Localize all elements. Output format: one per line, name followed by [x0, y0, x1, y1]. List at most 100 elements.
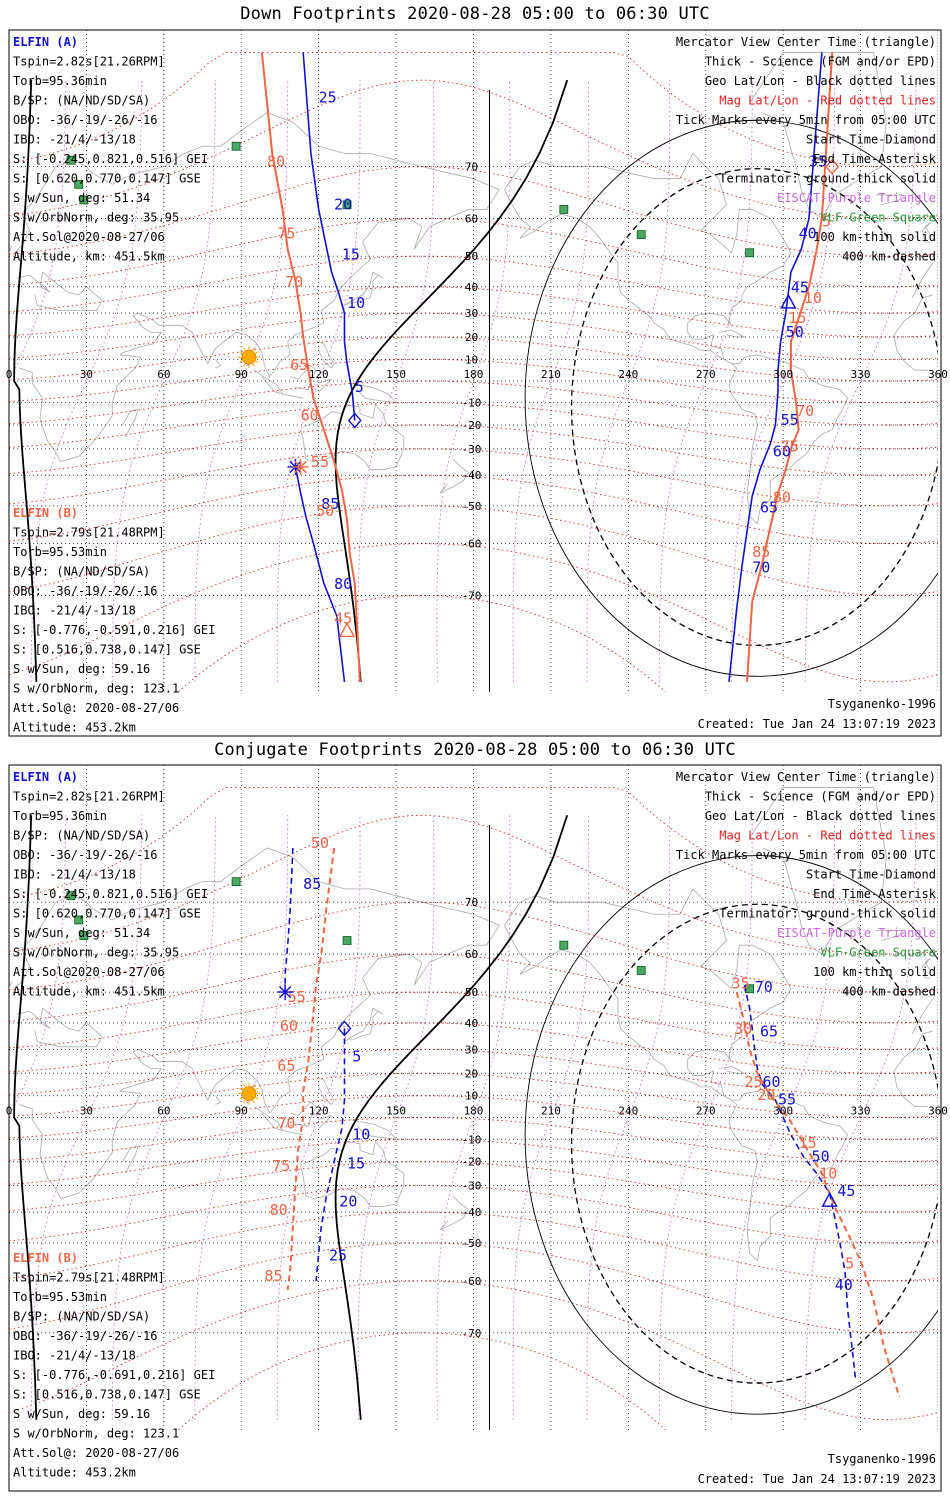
elfin-b-info-line: S: [-0.776,-0.591,0.216] GEI	[13, 623, 215, 637]
elfin-a-info-line: Att.Sol@2020-08-27/06	[13, 965, 165, 979]
elfin-b-time-tick: 5	[822, 213, 831, 231]
elfin-b-info-line: OBO: -36/-19/-26/-16	[13, 584, 158, 598]
elfin-a-time-tick: 70	[752, 558, 770, 576]
sun-ray	[243, 1083, 246, 1088]
elfin-a-time-tick: 35	[809, 153, 827, 171]
y-tick-label: 70	[465, 896, 478, 909]
sun-ray	[254, 1096, 259, 1100]
elfin-a-info-line: S w/Sun, deg: 51.34	[13, 191, 150, 205]
elfin-b-info-line: Att.Sol@: 2020-08-27/06	[13, 701, 179, 715]
elfin-b-info-line: S: [0.516,0.738,0.147] GSE	[13, 1388, 201, 1402]
mag-lon-line	[9, 80, 67, 383]
terminator-line	[13, 815, 38, 1420]
sun-ray	[239, 1096, 244, 1100]
horizon-100km	[524, 855, 938, 1415]
coastline	[893, 1030, 933, 1108]
elfin-b-time-tick: 60	[280, 1017, 298, 1035]
elfin-a-time-tick: 45	[791, 278, 809, 296]
legend-line: EISCAT-Purple Triangle	[777, 926, 936, 940]
map-frame	[8, 764, 942, 1492]
elfin-b-time-tick: 65	[290, 356, 308, 374]
x-tick-label: 270	[696, 1105, 716, 1118]
legend-line: Terminator: ground-thick solid	[719, 172, 936, 186]
y-tick-label: 50	[465, 986, 478, 999]
elfin-b-info-line: Altitude: 453.2km	[13, 721, 136, 735]
elfin-b-time-tick: 70	[277, 1114, 295, 1132]
elfin-a-time-tick: 65	[760, 1023, 778, 1041]
mag-lat-line	[9, 166, 938, 257]
elfin-a-label: ELFIN (A)	[13, 770, 78, 784]
coastline	[9, 981, 12, 989]
y-tick-label: 60	[465, 948, 478, 961]
x-tick-label: 360	[928, 368, 948, 381]
elfin-a-track	[728, 52, 823, 682]
legend-line: End Time-Asterisk	[813, 152, 937, 166]
elfin-a-info-line: Att.Sol@2020-08-27/06	[13, 230, 165, 244]
vlf-station-icon	[74, 915, 84, 925]
elfin-b-time-tick: 30	[734, 1020, 752, 1038]
elfin-a-time-tick: 20	[339, 1193, 357, 1211]
mag-lat-line	[9, 1095, 938, 1140]
y-tick-label: 20	[465, 1067, 478, 1080]
horizon-400km	[570, 168, 938, 646]
elfin-a-info-line: IBO: -21/4/-13/18	[13, 868, 136, 882]
elfin-b-info-line: S: [0.516,0.738,0.147] GSE	[13, 643, 201, 657]
legend-line: Mercator View Center Time (triangle)	[676, 770, 936, 784]
elfin-a-info-line: Tspin=2.82s[21.26RPM]	[13, 55, 165, 69]
elfin-b-time-tick: 80	[267, 153, 285, 171]
coastline	[344, 1007, 384, 1043]
y-tick-label: -50	[462, 1237, 482, 1250]
elfin-a-info-line: B/SP: (NA/ND/SD/SA)	[13, 94, 150, 108]
elfin-b-time-tick: 35	[732, 975, 750, 993]
coastline	[122, 408, 139, 437]
elfin-a-time-tick: 50	[812, 1148, 830, 1166]
elfin-b-info-line: S w/OrbNorm, deg: 123.1	[13, 682, 179, 696]
x-tick-label: 120	[309, 368, 329, 381]
mag-lat-line	[9, 358, 938, 404]
x-tick-label: 90	[235, 1105, 248, 1118]
coastline	[344, 271, 384, 306]
elfin-b-time-tick: 60	[301, 406, 319, 424]
sun-ray	[254, 1087, 259, 1091]
panel-title-down: Down Footprints 2020-08-28 05:00 to 06:3…	[240, 4, 710, 24]
x-tick-label: 240	[618, 1105, 638, 1118]
elfin-a-track	[284, 847, 294, 993]
x-tick-label: 210	[541, 368, 561, 381]
elfin-a-time-tick: 25	[319, 89, 337, 107]
mag-lat-line	[9, 474, 938, 545]
x-tick-label: 60	[157, 1105, 170, 1118]
elfin-a-info-line: S w/OrbNorm, deg: 35.95	[13, 946, 179, 960]
coastline	[300, 403, 405, 471]
mag-lon-line	[731, 815, 836, 1420]
sun-ray	[243, 347, 246, 352]
sun-ray	[252, 362, 255, 367]
y-tick-label: -10	[462, 1133, 482, 1146]
elfin-b-label: ELFIN (B)	[13, 506, 78, 520]
coastline	[215, 359, 222, 369]
vlf-station-icon	[79, 931, 89, 941]
mag-lon-line	[436, 80, 511, 682]
elfin-a-info-line: S w/Sun, deg: 51.34	[13, 926, 150, 940]
elfin-b-time-tick: 10	[804, 289, 822, 307]
elfin-a-info-line: S w/OrbNorm, deg: 35.95	[13, 211, 179, 225]
legend-line: Terminator: ground-thick solid	[719, 907, 936, 921]
elfin-b-info-line: IBO: -21/4/-13/18	[13, 1349, 136, 1363]
coastline	[318, 341, 335, 369]
mag-lat-line	[9, 51, 938, 168]
vlf-station-icon	[79, 195, 89, 205]
y-tick-label: -60	[462, 1275, 482, 1288]
elfin-a-time-tick: 15	[347, 1155, 365, 1173]
elfin-a-time-tick: 10	[347, 294, 365, 312]
elfin-a-time-tick: 60	[773, 442, 791, 460]
terminator-line	[13, 80, 38, 682]
y-tick-label: 40	[465, 281, 478, 294]
coastline	[9, 245, 12, 253]
coastline	[253, 369, 284, 395]
y-tick-label: 30	[465, 307, 478, 320]
y-tick-label: -20	[462, 1156, 482, 1169]
vlf-station-icon	[342, 936, 352, 945]
y-tick-label: -40	[462, 469, 482, 482]
elfin-b-time-tick: 10	[819, 1164, 837, 1182]
map-panel-0: 0 30 60 90 120 150 180 210 240 270 300 330 360 70 60 50…	[6, 29, 948, 737]
elfin-b-time-tick: 50	[316, 502, 334, 520]
